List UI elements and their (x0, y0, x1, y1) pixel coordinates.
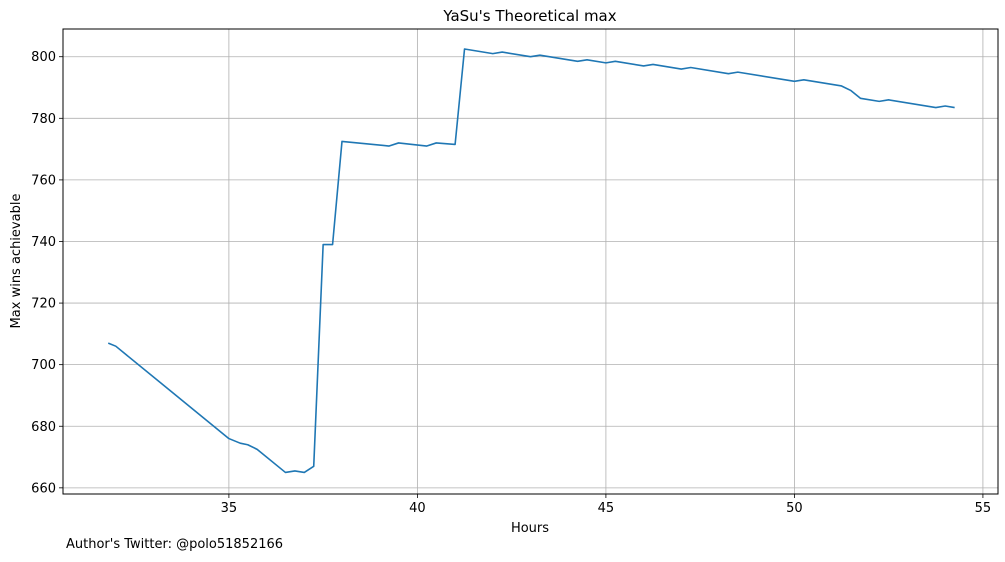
axis-ticks: 35 40 45 50 55 660 680 700 720 740 760 780 800 (31, 50, 991, 516)
y-tick-label: 700 (31, 358, 56, 373)
y-tick-label: 740 (31, 235, 56, 250)
x-tick-label: 55 (975, 501, 992, 516)
x-tick-label: 45 (598, 501, 615, 516)
y-tick-label: 660 (31, 481, 56, 496)
series-line (107, 48, 955, 474)
chart-title: YaSu's Theoretical max (442, 7, 616, 25)
x-tick-label: 35 (221, 501, 238, 516)
y-tick-label: 680 (31, 420, 56, 435)
x-tick-label: 40 (409, 501, 426, 516)
x-axis-label: Hours (511, 521, 549, 536)
y-tick-label: 720 (31, 297, 56, 312)
plot-frame (62, 28, 999, 495)
y-tick-label: 800 (31, 50, 56, 65)
line-chart: 35 40 45 50 55 660 680 700 720 740 760 780 800 YaSu'… (9, 7, 999, 536)
y-tick-label: 780 (31, 112, 56, 127)
author-note: Author's Twitter: @polo51852166 (66, 537, 284, 552)
y-axis-label: Max wins achievable (9, 194, 24, 329)
grid-lines (63, 29, 998, 494)
y-tick-label: 760 (31, 173, 56, 188)
x-tick-label: 50 (786, 501, 803, 516)
series-layer (107, 48, 955, 474)
